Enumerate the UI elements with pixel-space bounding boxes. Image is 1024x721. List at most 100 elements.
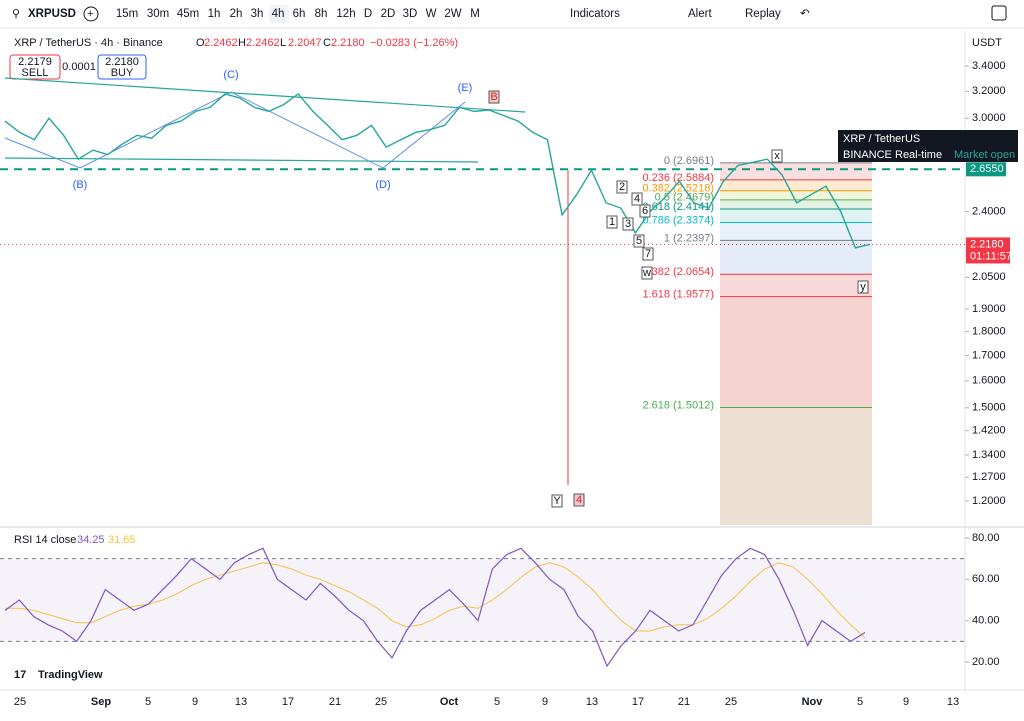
interval[interactable]: D	[364, 8, 372, 20]
fib-zone	[720, 407, 872, 525]
price-tick-label: 1.2000	[972, 495, 1006, 507]
last-price-bg	[966, 237, 1010, 264]
buy-price: 2.2180	[105, 56, 139, 68]
wave-box	[551, 494, 563, 508]
undo[interactable]: ↶	[800, 8, 810, 20]
interval[interactable]: 1h	[208, 8, 221, 20]
rsi-band	[0, 558, 965, 642]
sell-button[interactable]	[9, 54, 61, 80]
fib-zone	[720, 209, 872, 223]
price-label: 2.6550	[970, 163, 1004, 175]
trend-line	[4, 77, 526, 113]
time-label: Sep	[91, 696, 111, 708]
add-symbol[interactable]	[83, 6, 99, 22]
fib-zone	[720, 296, 872, 408]
interval[interactable]: 45m	[177, 8, 199, 20]
wave-label: B	[490, 91, 497, 103]
time-label: 21	[678, 696, 690, 708]
fib-label: 0 (2.6961)	[664, 155, 714, 167]
time-label: 17	[282, 696, 294, 708]
wave-box	[573, 493, 585, 507]
wave-label: Y	[553, 495, 561, 507]
price-line	[4, 92, 871, 249]
currency: USDT	[972, 37, 1002, 49]
price-tick-label: 1.6000	[972, 375, 1006, 387]
ohlc-change: −0.0283 (−1.26%)	[370, 37, 458, 49]
ohlc-low-label: L	[280, 37, 286, 49]
interval[interactable]: 4h	[272, 8, 285, 20]
replay-button[interactable]: Replay	[745, 8, 781, 20]
last-price-label: 2.2180	[970, 238, 1004, 250]
interval[interactable]: 3D	[403, 8, 418, 20]
search-icon[interactable]: ⚲	[12, 8, 20, 20]
tooltip-exchange: BINANCE	[843, 149, 892, 161]
tooltip-feed: Real-time	[895, 149, 942, 161]
interval[interactable]: 12h	[336, 8, 355, 20]
interval[interactable]: 8h	[315, 8, 328, 20]
spread: 0.0001	[62, 61, 96, 73]
sell-label: SELL	[22, 67, 49, 79]
layout-button[interactable]	[991, 5, 1007, 21]
interval[interactable]: 30m	[147, 8, 169, 20]
price-tick-label: 1.9000	[972, 303, 1006, 315]
rsi-line	[4, 547, 866, 668]
wave-box	[639, 204, 651, 218]
rsi-tick-label: 40.00	[972, 615, 1000, 627]
time-label: Oct	[440, 696, 459, 708]
price-tick-label: 1.5000	[972, 402, 1006, 414]
wave-label: 7	[645, 248, 651, 260]
wave-label: 1	[609, 216, 615, 228]
interval[interactable]: 6h	[293, 8, 306, 20]
rsi-title: RSI 14 close	[14, 534, 76, 546]
interval[interactable]: W	[426, 8, 437, 20]
interval[interactable]: M	[470, 8, 480, 20]
trend-line	[4, 157, 479, 163]
interval[interactable]: 2W	[444, 8, 461, 20]
indicators-button[interactable]: Indicators	[570, 8, 620, 20]
fib-label: 0.382 (2.5218)	[642, 183, 714, 195]
interval[interactable]: 2h	[230, 8, 243, 20]
time-label: 9	[192, 696, 198, 708]
alert-button[interactable]: Alert	[688, 8, 712, 20]
time-label: 13	[947, 696, 959, 708]
fib-zone	[720, 222, 872, 241]
time-label: Nov	[802, 696, 824, 708]
plus: +	[87, 8, 93, 20]
ohlc-close-label: C	[323, 37, 331, 49]
time-label: 13	[586, 696, 598, 708]
wave-label: 3	[625, 218, 631, 230]
time-label: 5	[145, 696, 151, 708]
interval[interactable]: 3h	[251, 8, 264, 20]
interval[interactable]: 15m	[116, 8, 138, 20]
buy-label: BUY	[111, 67, 134, 79]
time-label: 9	[542, 696, 548, 708]
price-tick-label: 3.2000	[972, 85, 1006, 97]
ohlc-open-label: O	[196, 37, 205, 49]
wave-label: (E)	[458, 82, 473, 94]
wave-label: 5	[636, 235, 642, 247]
price-tick-label: 1.2700	[972, 471, 1006, 483]
wave-box	[616, 180, 628, 194]
brand-mark: 17	[14, 669, 26, 681]
wave-label: w	[642, 267, 651, 279]
time-label: 25	[14, 696, 26, 708]
buy-button[interactable]	[97, 54, 147, 80]
wave-label: 2	[619, 181, 625, 193]
wave-path	[4, 91, 466, 169]
time-label: 17	[632, 696, 644, 708]
time-label: 21	[329, 696, 341, 708]
fib-label: 0.618 (2.4141)	[642, 201, 714, 213]
wave-box	[606, 215, 618, 229]
fib-label: 1.382 (2.0654)	[642, 266, 714, 278]
wave-label: (D)	[375, 179, 390, 191]
wave-label: x	[774, 150, 780, 162]
fib-zone	[720, 179, 872, 191]
toolbar	[0, 0, 1024, 28]
interval[interactable]: 2D	[381, 8, 396, 20]
fib-zone	[720, 162, 872, 180]
time-label: 5	[494, 696, 500, 708]
ohlc-low: 2.2047	[288, 37, 322, 49]
price-tick-label: 1.7000	[972, 349, 1006, 361]
wave-label: 6	[642, 205, 648, 217]
symbol[interactable]: XRPUSD	[28, 8, 76, 20]
